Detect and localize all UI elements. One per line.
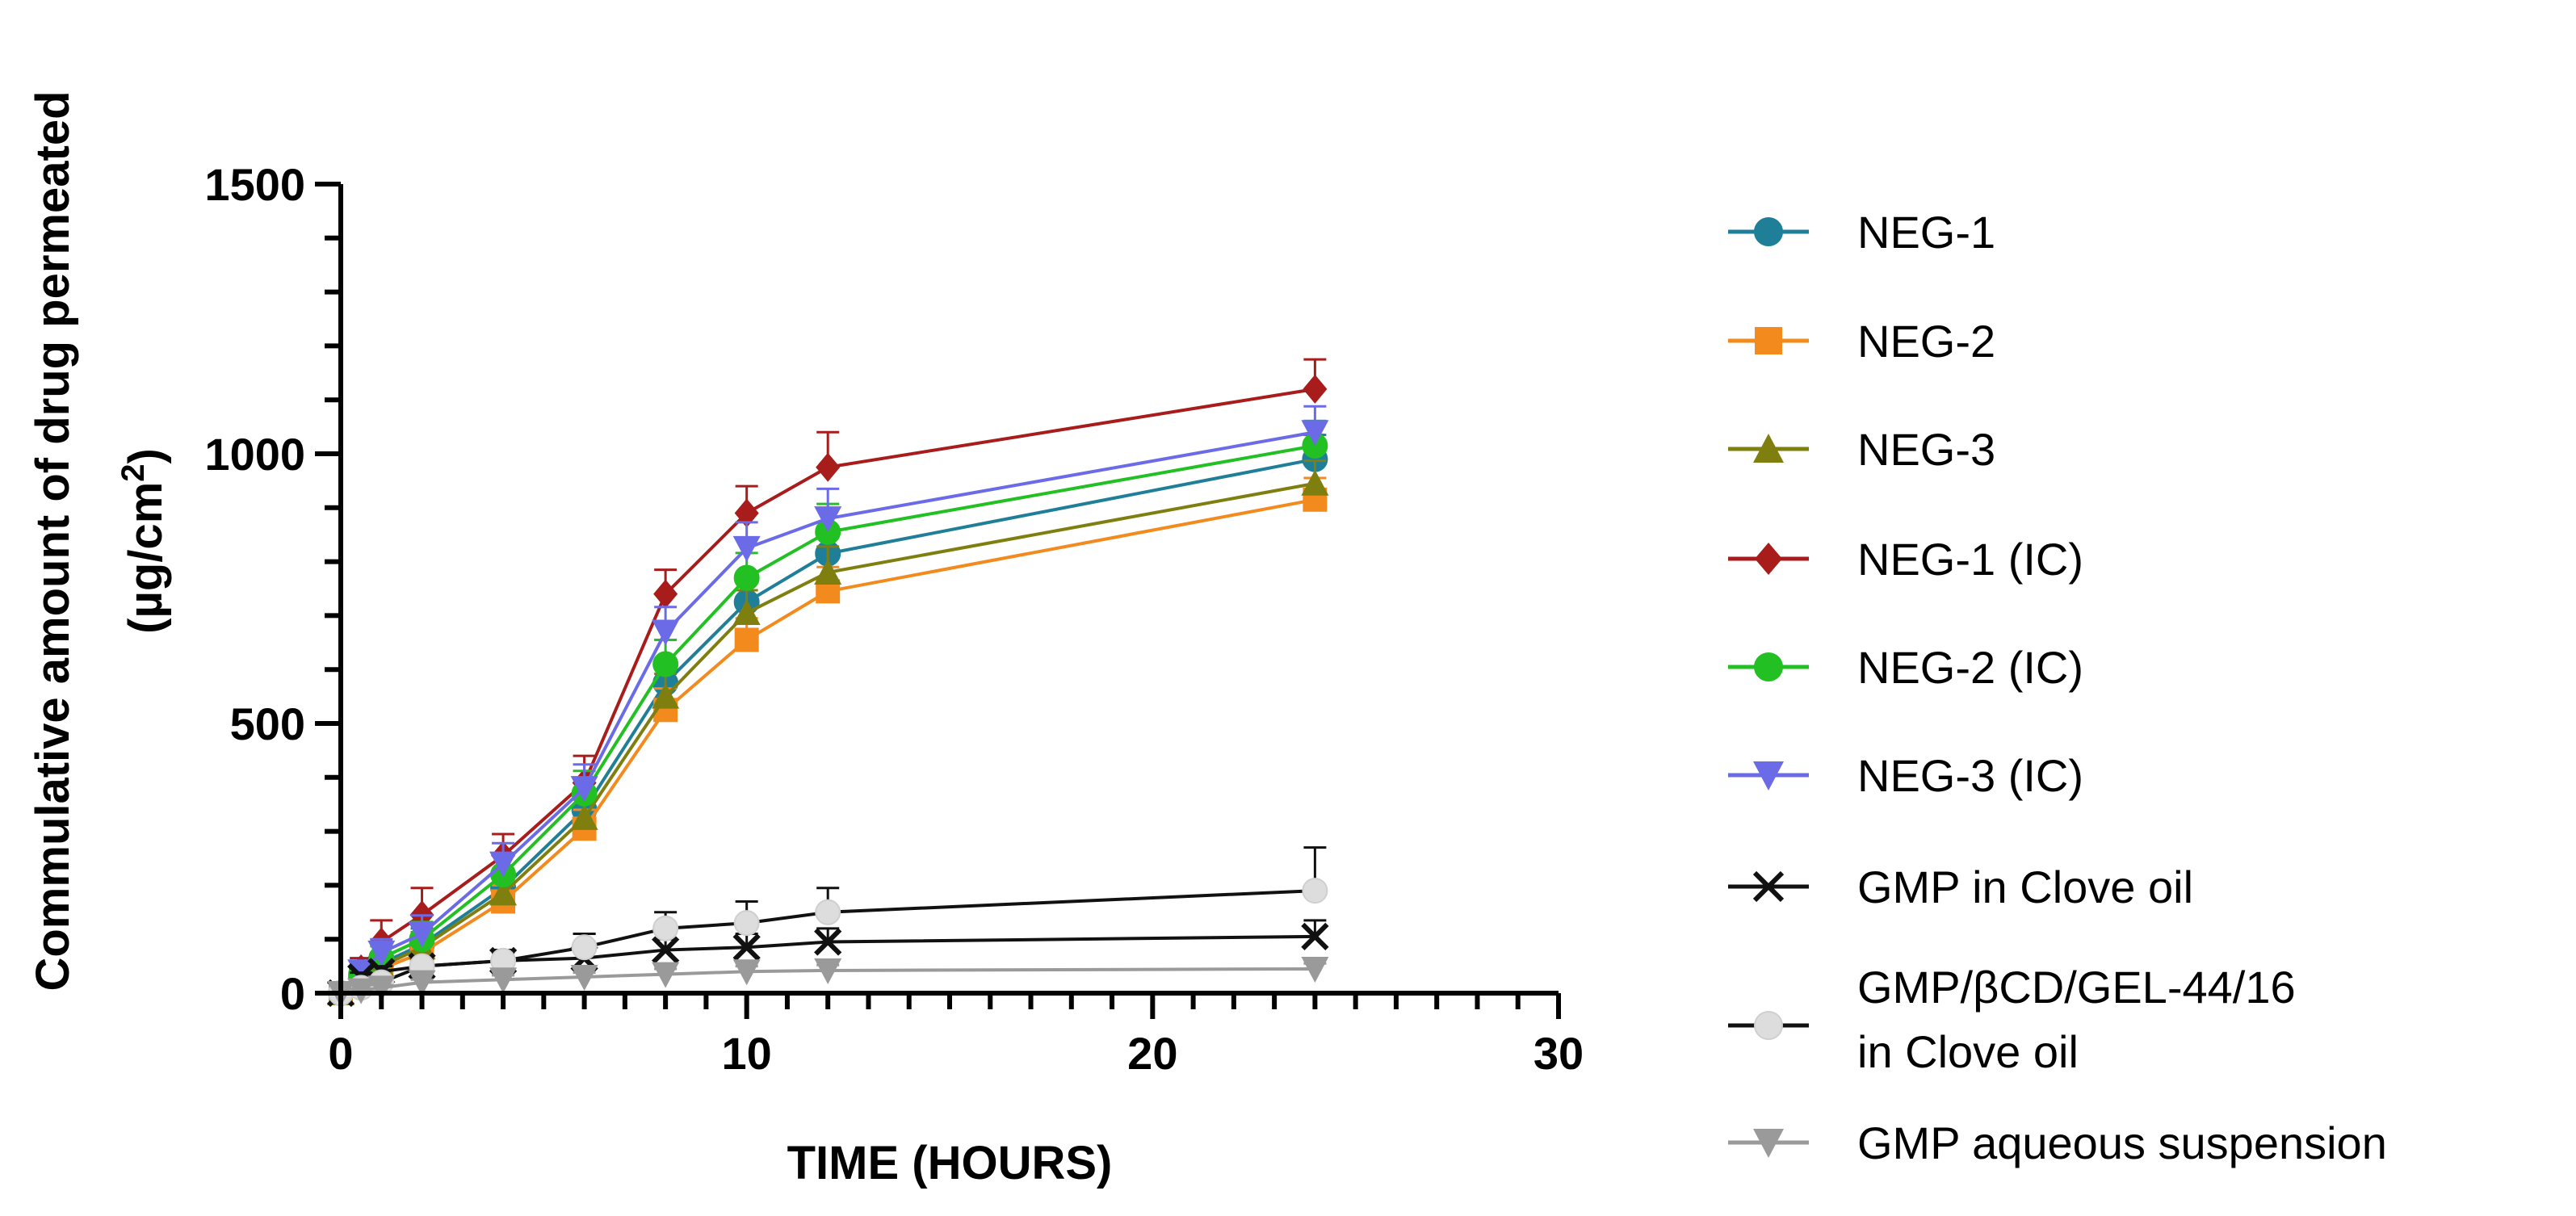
data-point	[814, 958, 842, 984]
data-point	[652, 915, 679, 941]
legend-label: NEG-3	[1857, 424, 1995, 475]
legend-swatch-marker	[1753, 761, 1784, 790]
data-point	[814, 928, 842, 956]
data-point	[734, 498, 759, 528]
data-point	[734, 627, 759, 652]
y-tick-label: 0	[280, 968, 305, 1019]
series-line	[340, 967, 1315, 995]
data-point	[732, 959, 761, 986]
legend-item-neg-2: NEG-2	[1728, 316, 1995, 367]
data-point	[652, 682, 680, 709]
legend-label: GMP in Clove oil	[1857, 862, 2193, 912]
x-axis-title: TIME (HOURS)	[787, 1137, 1113, 1189]
data-point	[1302, 878, 1328, 904]
x-tick-label: 0	[328, 1028, 353, 1079]
data-point	[570, 776, 598, 803]
y-axis-title: Commulative amount of drug permeated	[27, 90, 79, 991]
legend-item-neg-1-ic: NEG-1 (IC)	[1728, 534, 2083, 585]
data-point	[732, 933, 761, 962]
data-point	[652, 962, 680, 988]
legend-label-line2: in Clove oil	[1857, 1026, 2079, 1077]
y-axis-unit-exponent: 2	[115, 463, 151, 481]
legend-item-gmp-aqueous-suspension: GMP aqueous suspension	[1728, 1117, 2387, 1168]
legend-label: NEG-2	[1857, 316, 1995, 367]
legend-label: GMP/βCD/GEL-44/16	[1857, 962, 2296, 1013]
legend-item-neg-3: NEG-3	[1728, 424, 1995, 475]
axes: 0 10 20 30 0 500 1000 1500	[204, 159, 1584, 1079]
legend-item-gmp-cd-gel-44-16: GMP/βCD/GEL-44/16 in Clove oil	[1728, 962, 2296, 1077]
legend-item-gmp-in-clove-oil: GMP in Clove oil	[1728, 862, 2193, 912]
data-point	[652, 651, 679, 677]
legend-swatch-marker	[1755, 327, 1782, 354]
legend-item-neg-3-ic: NEG-3 (IC)	[1728, 750, 2083, 801]
y-tick-label: 500	[230, 698, 305, 749]
y-tick-label: 1000	[204, 429, 305, 480]
x-tick-label: 20	[1127, 1028, 1177, 1079]
legend-label: NEG-2 (IC)	[1857, 642, 2083, 693]
data-point	[814, 506, 842, 533]
legend: NEG-1 NEG-2 NEG-3 NEG-1 (IC) NEG-2 (IC) NEG-3…	[1728, 207, 2387, 1168]
legend-item-neg-2-ic: NEG-2 (IC)	[1728, 642, 2083, 693]
data-point	[570, 803, 598, 830]
data-point	[1301, 922, 1329, 950]
data-point	[1301, 956, 1329, 983]
data-point	[652, 936, 680, 964]
x-tick-label: 30	[1533, 1028, 1584, 1079]
legend-swatch-marker	[1753, 434, 1784, 463]
data-point	[1301, 469, 1329, 496]
legend-swatch-marker	[1753, 1129, 1784, 1158]
legend-item-neg-1: NEG-1	[1728, 207, 1995, 258]
legend-swatch-marker	[1755, 543, 1782, 575]
data-point	[732, 599, 761, 626]
legend-label: NEG-1	[1857, 207, 1995, 258]
data-point	[733, 564, 760, 591]
data-point	[653, 579, 678, 609]
legend-swatch-marker	[1754, 652, 1783, 681]
data-point	[815, 899, 841, 925]
data-point	[489, 879, 518, 906]
legend-label: NEG-3 (IC)	[1857, 750, 2083, 801]
data-point	[1301, 420, 1329, 447]
legend-label: NEG-1 (IC)	[1857, 534, 2083, 585]
data-point	[1303, 374, 1328, 404]
y-axis-unit-close: )	[120, 448, 172, 463]
data-point	[489, 967, 518, 994]
data-point	[816, 452, 841, 482]
legend-swatch-marker	[1754, 1011, 1783, 1040]
data-point	[652, 619, 680, 646]
data-point	[489, 851, 518, 878]
data-point	[733, 910, 760, 937]
series-line	[339, 934, 1315, 995]
data-point	[408, 970, 436, 996]
legend-swatch-marker	[1754, 217, 1783, 246]
data-point	[367, 975, 396, 1002]
data-point	[408, 921, 436, 948]
data-point	[571, 934, 598, 961]
data-point	[814, 558, 842, 585]
data-point	[732, 535, 761, 562]
y-axis-unit-base: (µg/cm	[120, 482, 172, 634]
x-tick-label: 10	[722, 1028, 772, 1079]
series-gmp-aqueous-suspension	[327, 956, 1329, 1007]
legend-swatch-marker	[1752, 870, 1785, 903]
y-axis-unit: (µg/cm2)	[115, 448, 172, 634]
series-layer	[326, 358, 1329, 1008]
data-point	[570, 964, 598, 991]
legend-label: GMP aqueous suspension	[1857, 1117, 2387, 1168]
y-tick-label: 1500	[204, 159, 305, 210]
data-point	[367, 940, 396, 967]
